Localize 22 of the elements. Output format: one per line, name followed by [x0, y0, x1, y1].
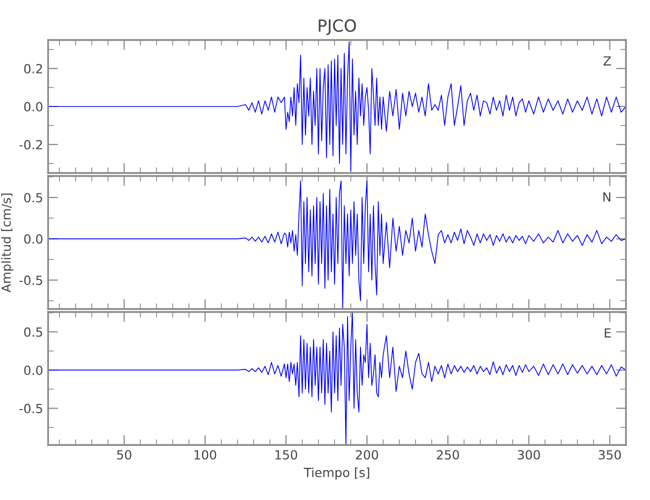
- y-tick-label: 0.0: [24, 234, 42, 244]
- y-tick-label: 0.0: [24, 366, 42, 376]
- y-tick-label: -0.2: [19, 140, 42, 150]
- y-tick-label: -0.5: [19, 276, 42, 286]
- x-tick-label: 150: [275, 450, 298, 460]
- y-tick-label: 0.5: [24, 192, 42, 202]
- y-axis-title: Amplitud [cm/s]: [1, 194, 14, 292]
- x-tick-label: 200: [356, 450, 378, 460]
- chart-title: PJCO: [318, 19, 356, 36]
- annotation: N: [603, 192, 610, 202]
- annotation: Z: [604, 56, 611, 66]
- x-tick-label: 250: [436, 450, 459, 460]
- y-tick-label: -0.5: [19, 404, 42, 414]
- x-axis-title: Tiempo [s]: [304, 468, 370, 480]
- annotation: E: [604, 328, 611, 338]
- y-tick-label: 0.0: [24, 102, 42, 112]
- y-tick-label: 0.2: [24, 64, 42, 74]
- x-tick-label: 100: [194, 450, 216, 460]
- x-tick-label: 50: [117, 450, 132, 460]
- y-tick-label: 0.5: [24, 327, 42, 337]
- x-tick-label: 350: [598, 450, 621, 460]
- x-tick-label: 300: [518, 450, 540, 460]
